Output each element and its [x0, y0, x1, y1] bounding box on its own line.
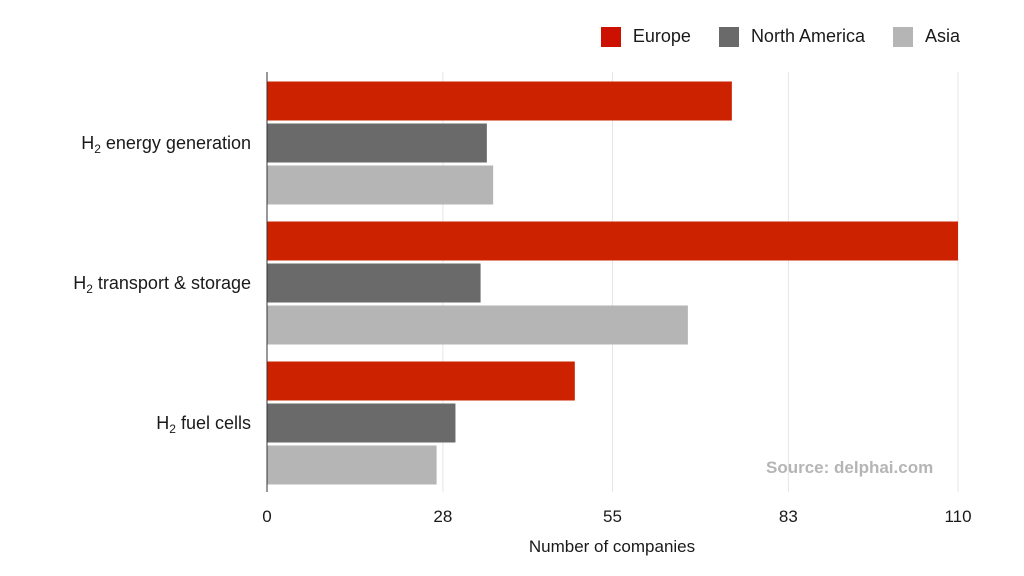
category-label-h2-transport-storage: H2 transport & storage: [73, 273, 251, 296]
legend-item-europe: Europe: [600, 26, 691, 47]
legend-label-asia: Asia: [924, 26, 960, 46]
legend-swatch-europe: [600, 26, 621, 47]
x-tick-label-83: 83: [779, 507, 798, 526]
legend: Europe North America Asia: [573, 26, 960, 47]
bar-north-america-h2-energy-generation: [267, 123, 487, 163]
category-label-h2-energy-generation: H2 energy generation: [81, 133, 251, 156]
bar-europe-h2-transport-storage: [267, 221, 958, 261]
x-tick-label-110: 110: [944, 507, 971, 526]
bar-europe-h2-energy-generation: [267, 81, 732, 121]
legend-label-north-america: North America: [750, 26, 865, 46]
x-tick-label-0: 0: [262, 507, 271, 526]
legend-swatch-asia: [892, 26, 913, 47]
bar-asia-h2-transport-storage: [267, 305, 688, 345]
source-note: Source: delphai.com: [766, 458, 934, 477]
x-axis-label: Number of companies: [528, 537, 696, 556]
x-tick-label-55: 55: [603, 507, 622, 526]
bar-north-america-h2-fuel-cells: [267, 403, 456, 443]
legend-item-asia: Asia: [892, 26, 960, 47]
x-tick-label-28: 28: [433, 507, 452, 526]
bar-europe-h2-fuel-cells: [267, 361, 575, 401]
legend-swatch-north-america: [718, 26, 739, 47]
legend-item-north-america: North America: [718, 26, 865, 47]
category-label-h2-fuel-cells: H2 fuel cells: [156, 413, 251, 436]
bar-north-america-h2-transport-storage: [267, 263, 481, 303]
legend-label-europe: Europe: [632, 26, 691, 46]
bar-asia-h2-energy-generation: [267, 165, 494, 205]
bar-asia-h2-fuel-cells: [267, 445, 437, 485]
